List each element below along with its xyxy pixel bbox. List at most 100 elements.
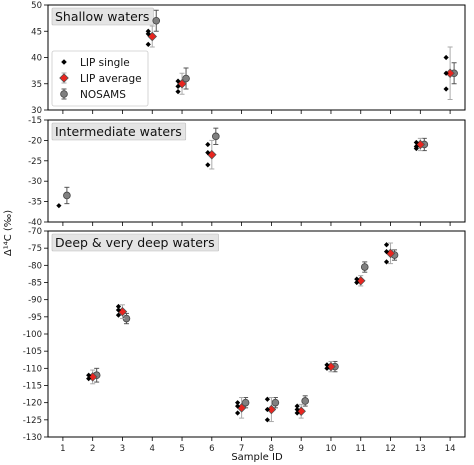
lip-single-point xyxy=(86,376,92,382)
nosams-point xyxy=(152,16,161,25)
y-tick-label: -105 xyxy=(23,347,42,357)
lip-single-point xyxy=(354,276,360,282)
lip-single-point xyxy=(175,83,181,89)
lip-single-point xyxy=(264,417,270,423)
y-tick-label: 50 xyxy=(31,1,42,11)
lip-single-point xyxy=(324,362,330,368)
y-tick-label: -110 xyxy=(23,364,42,374)
lip-single-point xyxy=(115,307,122,313)
lip-single-point xyxy=(145,41,151,47)
legend-marker xyxy=(61,59,67,65)
legend-box xyxy=(51,50,149,107)
x-tick-label: 6 xyxy=(209,444,214,454)
panel-title-background xyxy=(51,122,187,141)
lip-single-point xyxy=(115,303,122,310)
lip-single-point xyxy=(264,406,270,413)
x-tick-label: 14 xyxy=(445,444,456,454)
y-tick-label: 35 xyxy=(31,80,42,90)
x-tick-label: 5 xyxy=(179,444,184,454)
lip-single-point xyxy=(413,139,419,146)
panel-0: 30 35 40 45 50 Shallow waters LIP single LIP av… xyxy=(31,1,466,116)
lip-single-point xyxy=(324,365,330,371)
y-tick-label: -125 xyxy=(23,416,42,426)
y-tick-label: -75 xyxy=(28,244,42,254)
nosams-point xyxy=(182,74,190,83)
nosams-point xyxy=(63,191,71,200)
x-tick-label: 9 xyxy=(298,444,303,454)
panel-title-background xyxy=(51,233,219,252)
lip-single-point xyxy=(235,400,241,406)
lip-single-point xyxy=(145,28,151,34)
y-tick-label: -120 xyxy=(23,399,42,409)
legend-label: LIP single xyxy=(80,57,130,69)
legend-item-lip-average: LIP average xyxy=(59,72,142,85)
x-tick-label: 4 xyxy=(150,444,155,454)
panel-title: Intermediate waters xyxy=(51,122,187,141)
y-tick-label: -70 xyxy=(28,227,42,237)
lip-single-point xyxy=(264,396,270,402)
legend-marker xyxy=(60,90,68,98)
y-tick-label: -15 xyxy=(28,116,42,126)
y-tick-label: 40 xyxy=(31,54,42,64)
lip-single-point xyxy=(413,145,419,152)
y-tick-label: -20 xyxy=(28,136,42,146)
panel-title-text: Shallow waters xyxy=(55,9,149,24)
lip-single-point xyxy=(294,406,300,413)
lip-single-point xyxy=(383,242,390,248)
nosams-point xyxy=(241,398,250,407)
lip-single-point xyxy=(145,31,151,37)
lip-single-point xyxy=(443,54,449,61)
lip-single-point xyxy=(205,141,211,148)
lip-single-point xyxy=(443,86,449,92)
nosams-point xyxy=(360,263,369,271)
lip-single-point xyxy=(205,162,211,168)
y-tick-label: -115 xyxy=(23,382,42,392)
y-tick-label: -95 xyxy=(28,313,42,323)
x-tick-label: 7 xyxy=(239,444,244,454)
lip-single-point xyxy=(175,78,181,84)
x-axis-label: Sample ID xyxy=(231,452,283,463)
y-axis-label: Δ¹⁴C (‰) xyxy=(3,210,14,256)
lip-single-point xyxy=(115,312,122,318)
lip-single-point xyxy=(383,259,390,265)
y-tick-label: -130 xyxy=(23,433,42,443)
y-tick-label: 45 xyxy=(31,27,42,37)
panel-title: Shallow waters xyxy=(51,7,154,26)
panel-1: -40 -35 -30 -25 -20 -15 Intermediate waters xyxy=(28,116,466,228)
lip-single-point xyxy=(175,89,181,95)
lip-single-point xyxy=(294,410,300,416)
legend-item-nosams: NOSAMS xyxy=(60,88,126,101)
x-tick-label: 2 xyxy=(90,444,95,454)
y-tick-label: 30 xyxy=(31,106,42,116)
x-tick-label: 12 xyxy=(385,444,396,454)
y-tick-label: -30 xyxy=(28,177,42,187)
panel-title-background xyxy=(51,7,154,26)
x-tick-label: 10 xyxy=(326,444,337,454)
lip-single-point xyxy=(294,403,300,409)
y-tick-label: -85 xyxy=(28,279,42,289)
lip-single-point xyxy=(354,279,360,286)
x-tick-label: 1 xyxy=(60,444,65,454)
nosams-point xyxy=(301,397,309,405)
lip-single-point xyxy=(383,249,390,255)
y-tick-label: -35 xyxy=(28,198,42,208)
y-tick-label: -25 xyxy=(28,157,42,167)
nosams-point xyxy=(212,132,220,141)
panel-title: Deep & very deep waters xyxy=(51,233,219,252)
lip-single-point xyxy=(235,403,241,409)
x-tick-label: 8 xyxy=(269,444,274,454)
lip-single-point xyxy=(205,150,211,156)
y-tick-label: -40 xyxy=(28,218,42,228)
x-tick-label: 11 xyxy=(355,444,366,454)
lip-average-point xyxy=(266,404,277,415)
panel-title-text: Intermediate waters xyxy=(55,124,182,139)
panel-frame xyxy=(47,230,466,438)
panel-title-text: Deep & very deep waters xyxy=(55,235,215,250)
y-tick-label: -80 xyxy=(28,261,42,271)
legend-item-lip-single: LIP single xyxy=(61,57,130,69)
lip-single-point xyxy=(86,372,92,378)
nosams-point xyxy=(271,398,280,407)
x-tick-label: 3 xyxy=(120,444,125,454)
y-tick-label: -100 xyxy=(23,330,42,340)
